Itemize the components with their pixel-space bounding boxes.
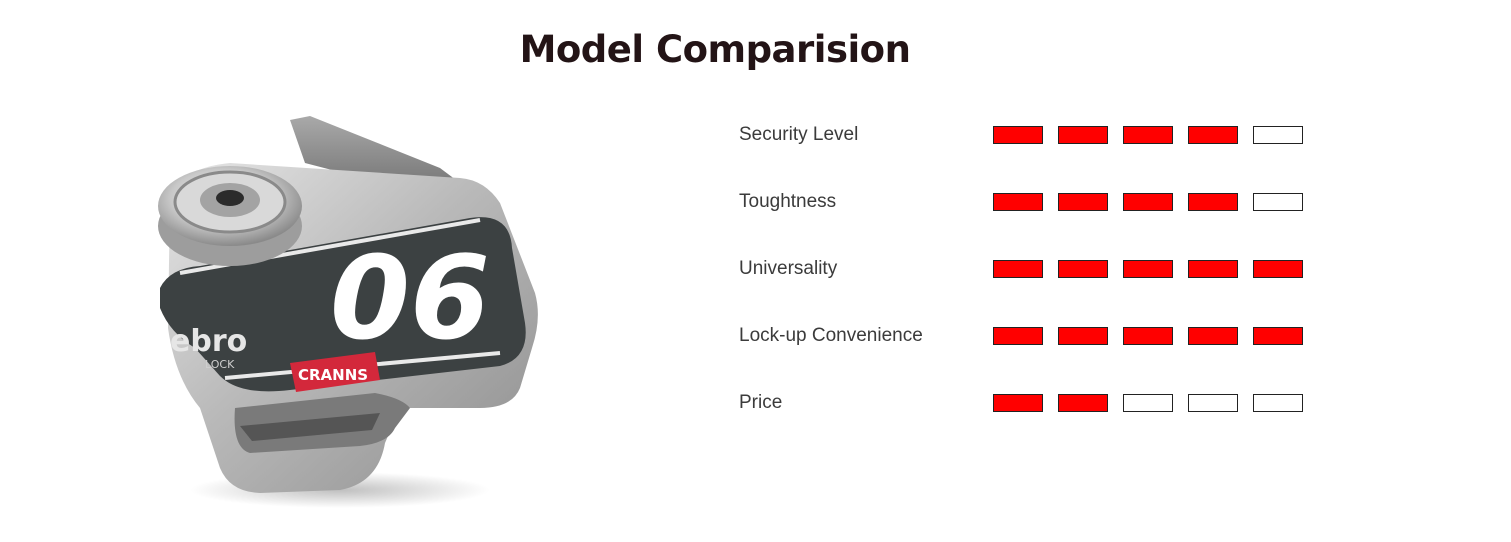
rating-bar-filled [1188,327,1238,345]
brand-badge-text: CRANNS [298,366,368,384]
rating-bar-filled [1058,193,1108,211]
brand-side-text: ebro [170,324,247,359]
rating-label: Security Level [739,124,859,145]
rating-bar-empty [1253,394,1303,412]
rating-bars [993,260,1318,278]
rating-row: Price [739,386,1339,453]
rating-bars [993,126,1318,144]
rating-row: Security Level [739,118,1339,185]
rating-bar-filled [1188,193,1238,211]
rating-bar-filled [993,327,1043,345]
rating-row: Toughtness [739,185,1339,252]
rating-bar-filled [1253,327,1303,345]
rating-bar-filled [1123,126,1173,144]
rating-bar-empty [1188,394,1238,412]
model-number-graphic: 06 [330,232,490,366]
rating-bars [993,193,1318,211]
rating-row: Universality [739,252,1339,319]
rating-bar-filled [1058,260,1108,278]
rating-bar-filled [1058,327,1108,345]
rating-bar-empty [1253,193,1303,211]
rating-bars [993,394,1318,412]
disc-lock-image: 06 ebro LOCK CRANNS [140,108,560,518]
rating-bar-filled [1123,260,1173,278]
rating-label: Price [739,392,783,413]
rating-bar-empty [1253,126,1303,144]
rating-row: Lock-up Convenience [739,319,1339,386]
rating-label: Toughtness [739,191,837,212]
rating-bar-filled [1058,394,1108,412]
rating-bar-filled [993,193,1043,211]
rating-bar-filled [1253,260,1303,278]
rating-bar-filled [1058,126,1108,144]
brand-side-subtext: LOCK [205,358,235,371]
rating-bar-filled [993,394,1043,412]
rating-label: Lock-up Convenience [739,325,923,346]
rating-label: Universality [739,258,838,279]
page-title: Model Comparision [519,28,911,71]
disc-lock-illustration: 06 ebro LOCK CRANNS [158,116,538,508]
comparison-ratings: Security Level Toughtness Universality Lock… [739,118,1339,453]
rating-bar-filled [993,126,1043,144]
rating-bar-filled [1123,193,1173,211]
rating-bar-filled [993,260,1043,278]
rating-bar-filled [1188,126,1238,144]
rating-bar-empty [1123,394,1173,412]
rating-bars [993,327,1318,345]
rating-bar-filled [1188,260,1238,278]
rating-bar-filled [1123,327,1173,345]
